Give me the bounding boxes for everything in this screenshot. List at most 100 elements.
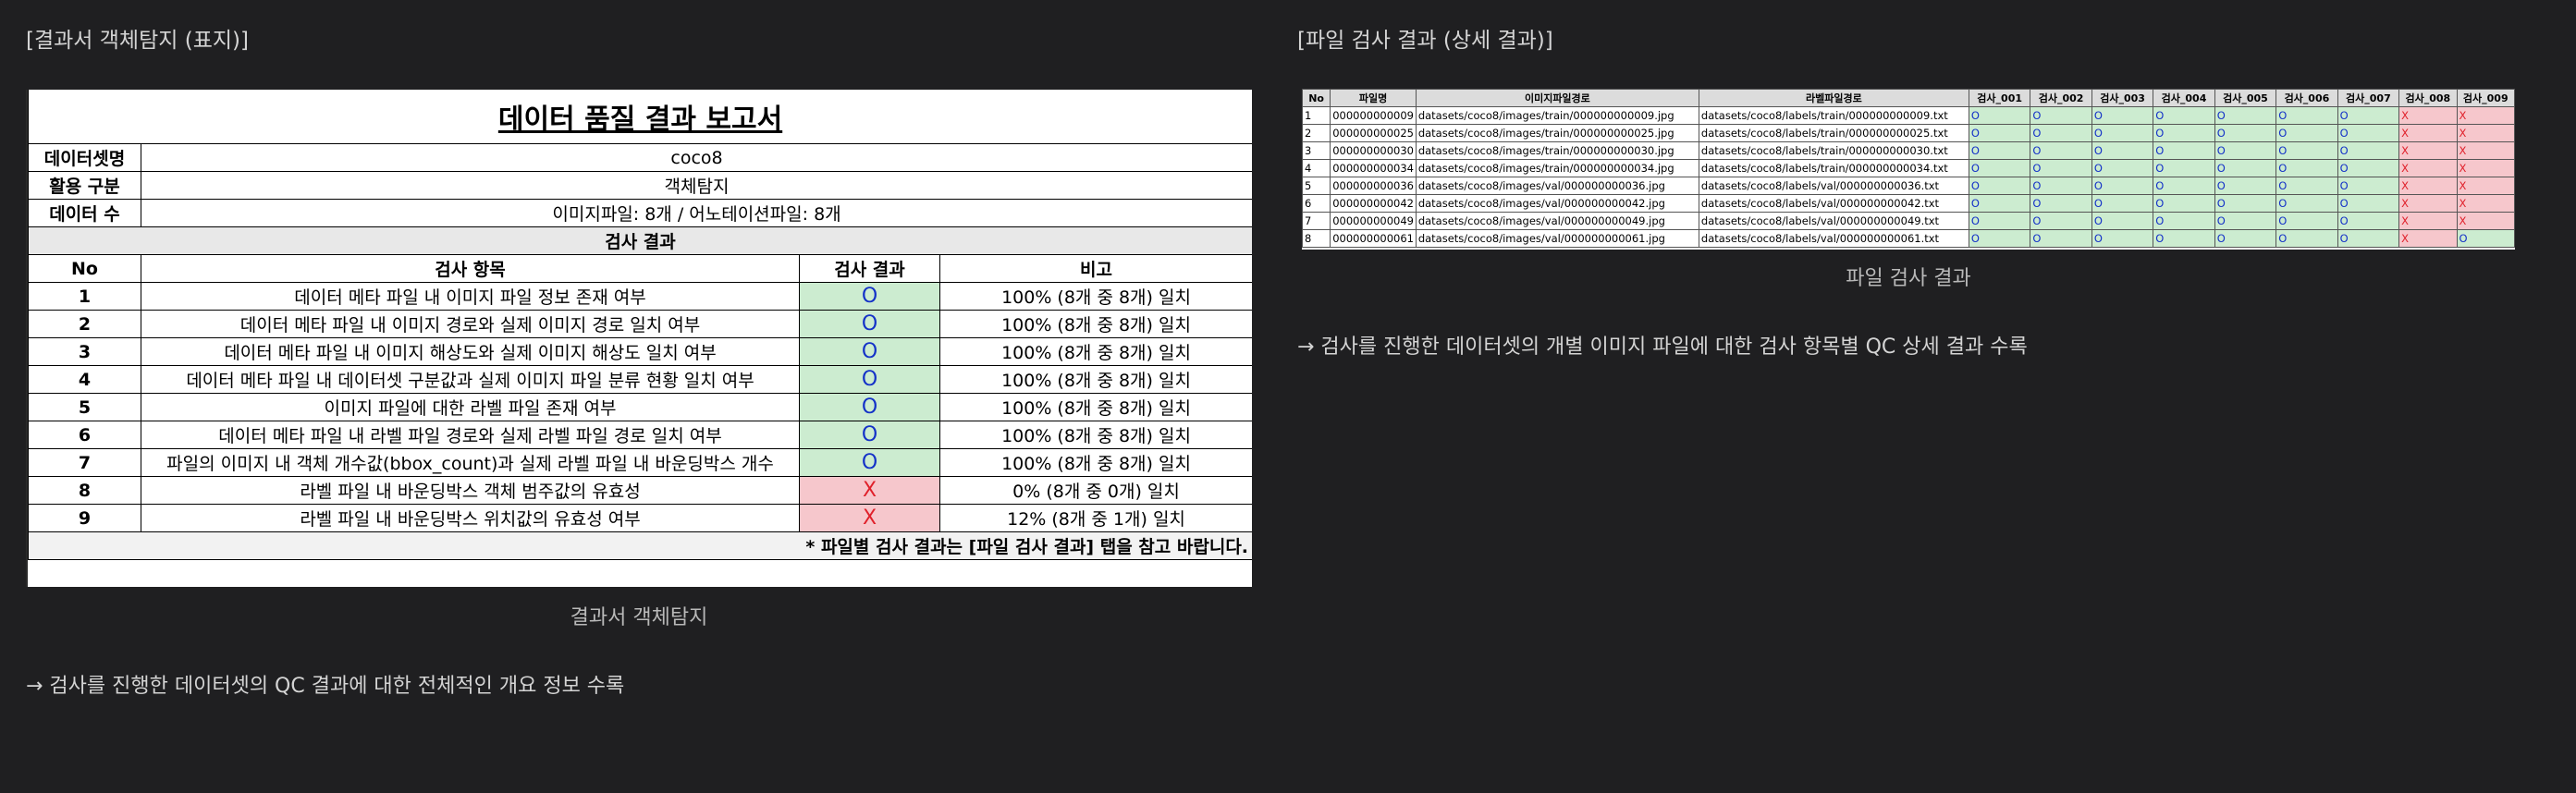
detail-cell: 000000000042 bbox=[1330, 194, 1417, 213]
usage-label: 활용 구분 bbox=[28, 171, 141, 200]
report-row-note: 0% (8개 중 0개) 일치 bbox=[938, 476, 1252, 505]
detail-cell: datasets/coco8/labels/train/000000000009… bbox=[1698, 106, 1969, 125]
detail-check-cell: O bbox=[2091, 124, 2154, 142]
detail-check-cell: O bbox=[2275, 212, 2338, 230]
usage-value: 객체탐지 bbox=[140, 171, 1252, 200]
report-row-no: 3 bbox=[28, 337, 141, 366]
report-row-result: O bbox=[799, 448, 940, 477]
section-title: 검사 결과 bbox=[28, 226, 1252, 255]
detail-check-cell: O bbox=[2337, 141, 2400, 160]
detail-check-cell: O bbox=[2030, 177, 2092, 195]
detail-sheet-image: No 파일명 이미지파일경로 라벨파일경로 검사_001 검사_002 검사_003 검사_0… bbox=[1302, 89, 2515, 250]
report-row-result: X bbox=[799, 476, 940, 505]
count-value: 이미지파일: 8개 / 어노테이션파일: 8개 bbox=[140, 199, 1252, 227]
report-row-item: 데이터 메타 파일 내 라벨 파일 경로와 실제 라벨 파일 경로 일치 여부 bbox=[141, 421, 800, 449]
detail-check-cell: O bbox=[2214, 194, 2277, 213]
report-row-note: 100% (8개 중 8개) 일치 bbox=[938, 365, 1252, 394]
detail-check-cell: X bbox=[2398, 229, 2458, 248]
report-row-item: 라벨 파일 내 바운딩박스 객체 범주값의 유효성 bbox=[141, 476, 800, 505]
detail-col-header: 검사_003 bbox=[2091, 89, 2154, 107]
detail-check-cell: X bbox=[2456, 177, 2515, 195]
report-row-no: 8 bbox=[28, 476, 141, 505]
detail-check-cell: X bbox=[2398, 159, 2458, 177]
left-description: → 검사를 진행한 데이터셋의 QC 결과에 대한 전체적인 개요 정보 수록 bbox=[26, 675, 625, 698]
detail-row: 7 000000000049 datasets/coco8/images/val/0… bbox=[1302, 212, 2515, 230]
detail-check-cell: O bbox=[2030, 194, 2092, 213]
report-row-item: 데이터 메타 파일 내 데이터셋 구분값과 실제 이미지 파일 분류 현황 일치… bbox=[141, 365, 800, 394]
left-caption: 결과서 객체탐지 bbox=[570, 606, 708, 629]
detail-check-cell: O bbox=[2275, 141, 2338, 160]
report-row: 1 데이터 메타 파일 내 이미지 파일 정보 존재 여부 O 100% (8개 중 … bbox=[28, 282, 1252, 311]
report-row-note: 100% (8개 중 8개) 일치 bbox=[938, 448, 1252, 477]
detail-check-cell: O bbox=[2275, 229, 2338, 248]
report-row: 8 라벨 파일 내 바운딩박스 객체 범주값의 유효성 X 0% (8개 중 0개) … bbox=[28, 476, 1252, 505]
detail-cell: 6 bbox=[1302, 194, 1331, 213]
detail-check-cell: X bbox=[2398, 177, 2458, 195]
count-label: 데이터 수 bbox=[28, 199, 141, 227]
detail-check-cell: O bbox=[2030, 124, 2092, 142]
report-row-result: O bbox=[799, 393, 940, 421]
report-row-note: 12% (8개 중 1개) 일치 bbox=[938, 504, 1252, 532]
right-section-header: [파일 검사 결과 (상세 결과)] bbox=[1297, 29, 1553, 53]
detail-check-cell: O bbox=[2337, 229, 2400, 248]
detail-cell: 5 bbox=[1302, 177, 1331, 195]
report-row-no: 9 bbox=[28, 504, 141, 532]
detail-check-cell: O bbox=[2153, 106, 2215, 125]
detail-cell: datasets/coco8/labels/val/000000000042.t… bbox=[1698, 194, 1969, 213]
detail-check-cell: O bbox=[2456, 229, 2515, 248]
detail-check-cell: O bbox=[2153, 141, 2215, 160]
detail-check-cell: O bbox=[2153, 194, 2215, 213]
report-row-item: 이미지 파일에 대한 라벨 파일 존재 여부 bbox=[141, 393, 800, 421]
detail-check-cell: O bbox=[2337, 124, 2400, 142]
detail-check-cell: O bbox=[2153, 159, 2215, 177]
report-row-item: 데이터 메타 파일 내 이미지 파일 정보 존재 여부 bbox=[141, 282, 800, 311]
detail-cell: 8 bbox=[1302, 229, 1331, 248]
dataset-value: coco8 bbox=[140, 143, 1252, 172]
right-caption: 파일 검사 결과 bbox=[1846, 267, 1971, 290]
report-row-note: 100% (8개 중 8개) 일치 bbox=[938, 310, 1252, 338]
detail-check-cell: O bbox=[2153, 124, 2215, 142]
report-row: 7 파일의 이미지 내 객체 개수값(bbox_count)과 실제 라벨 파일 … bbox=[28, 448, 1252, 477]
detail-cell: datasets/coco8/labels/train/000000000025… bbox=[1698, 124, 1969, 142]
report-row-note: 100% (8개 중 8개) 일치 bbox=[938, 393, 1252, 421]
detail-cell: datasets/coco8/labels/val/000000000061.t… bbox=[1698, 229, 1969, 248]
report-row-result: O bbox=[799, 337, 940, 366]
detail-cell: datasets/coco8/labels/train/000000000030… bbox=[1698, 141, 1969, 160]
detail-check-cell: O bbox=[2153, 212, 2215, 230]
detail-col-header: 검사_004 bbox=[2153, 89, 2215, 107]
detail-check-cell: O bbox=[2153, 177, 2215, 195]
detail-col-header: 이미지파일경로 bbox=[1415, 89, 1699, 107]
detail-check-cell: O bbox=[1968, 141, 2031, 160]
detail-check-cell: O bbox=[2091, 212, 2154, 230]
detail-row: 1 000000000009 datasets/coco8/images/train… bbox=[1302, 106, 2515, 125]
detail-col-header: 검사_007 bbox=[2337, 89, 2400, 107]
detail-row: 8 000000000061 datasets/coco8/images/val/0… bbox=[1302, 229, 2515, 248]
report-row-note: 100% (8개 중 8개) 일치 bbox=[938, 421, 1252, 449]
detail-cell: datasets/coco8/images/val/000000000042.j… bbox=[1415, 194, 1699, 213]
report-row: 6 데이터 메타 파일 내 라벨 파일 경로와 실제 라벨 파일 경로 일치 여부… bbox=[28, 421, 1252, 449]
detail-check-cell: O bbox=[2091, 159, 2154, 177]
report-row: 4 데이터 메타 파일 내 데이터셋 구분값과 실제 이미지 파일 분류 현황 일… bbox=[28, 365, 1252, 394]
detail-cell: datasets/coco8/images/val/000000000036.j… bbox=[1415, 177, 1699, 195]
detail-col-header: No bbox=[1302, 89, 1331, 107]
detail-check-cell: O bbox=[2337, 159, 2400, 177]
detail-cell: 4 bbox=[1302, 159, 1331, 177]
detail-check-cell: O bbox=[2091, 141, 2154, 160]
report-title: 데이터 품질 결과 보고서 bbox=[28, 90, 1252, 144]
detail-check-cell: X bbox=[2456, 194, 2515, 213]
detail-col-header: 검사_002 bbox=[2030, 89, 2092, 107]
report-row-result: X bbox=[799, 504, 940, 532]
right-description: → 검사를 진행한 데이터셋의 개별 이미지 파일에 대한 검사 항목별 QC … bbox=[1297, 336, 2028, 359]
detail-check-cell: O bbox=[2030, 229, 2092, 248]
detail-check-cell: O bbox=[2337, 194, 2400, 213]
detail-check-cell: O bbox=[1968, 229, 2031, 248]
detail-check-cell: X bbox=[2456, 124, 2515, 142]
report-row-no: 7 bbox=[28, 448, 141, 477]
detail-col-header: 검사_001 bbox=[1968, 89, 2031, 107]
detail-cell: datasets/coco8/images/train/000000000009… bbox=[1415, 106, 1699, 125]
detail-cell: datasets/coco8/labels/train/000000000034… bbox=[1698, 159, 1969, 177]
report-row-note: 100% (8개 중 8개) 일치 bbox=[938, 337, 1252, 366]
report-row-item: 데이터 메타 파일 내 이미지 경로와 실제 이미지 경로 일치 여부 bbox=[141, 310, 800, 338]
detail-check-cell: O bbox=[2030, 141, 2092, 160]
detail-check-cell: O bbox=[2214, 124, 2277, 142]
